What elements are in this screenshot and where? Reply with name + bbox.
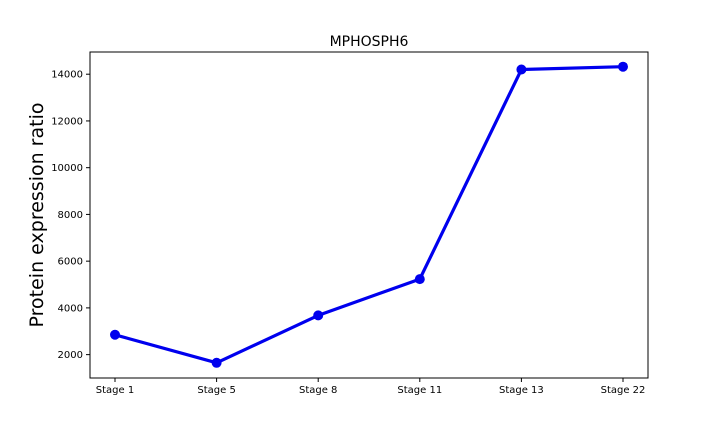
y-tick-label: 14000	[51, 70, 83, 81]
y-tick-label: 6000	[58, 257, 83, 268]
x-tick-label: Stage 5	[197, 385, 235, 396]
x-tick-label: Stage 1	[96, 385, 134, 396]
chart-title: MPHOSPH6	[330, 34, 409, 50]
y-tick-label: 10000	[51, 163, 83, 174]
x-tick-label: Stage 13	[499, 385, 544, 396]
y-tick-label: 2000	[58, 350, 83, 361]
y-tick-label: 12000	[51, 116, 83, 127]
data-point	[211, 357, 222, 368]
data-point	[313, 310, 324, 321]
series-line	[114, 65, 624, 365]
data-point	[414, 274, 425, 285]
data-point	[110, 329, 120, 340]
y-tick-label: 4000	[58, 303, 83, 314]
y-tick-label: 8000	[58, 210, 83, 221]
x-tick-label: Stage 8	[299, 385, 337, 396]
y-axis-label: Protein expression ratio	[26, 103, 48, 328]
x-tick-label: Stage 22	[601, 385, 646, 396]
plot-area: 2000 4000 6000 8000 10000 12000 14000 Stage 1 St…	[51, 51, 649, 396]
data-point	[618, 61, 628, 72]
plot-frame	[89, 51, 649, 379]
data-point	[516, 64, 527, 75]
x-tick-label: Stage 11	[397, 385, 442, 396]
